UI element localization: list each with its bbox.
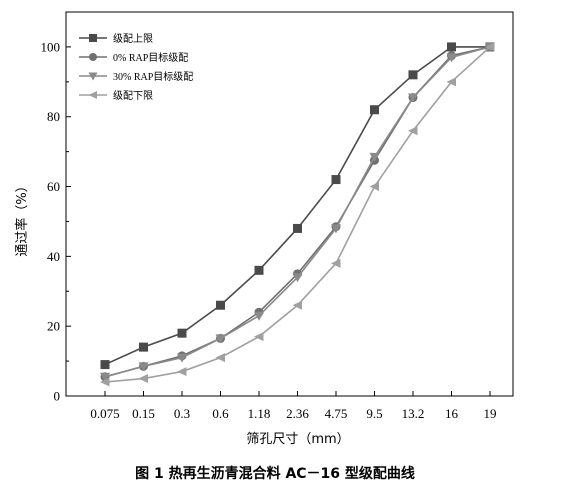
data-point bbox=[138, 374, 148, 384]
series-0 bbox=[100, 42, 495, 370]
x-tick-label: 19 bbox=[484, 406, 497, 421]
x-tick-label: 0.15 bbox=[132, 406, 155, 421]
legend-marker bbox=[88, 72, 98, 81]
x-tick-label: 4.75 bbox=[325, 406, 348, 421]
legend-marker bbox=[89, 34, 97, 42]
legend-label: 级配上限 bbox=[113, 33, 153, 45]
series-line bbox=[104, 46, 491, 378]
legend-label: 级配下限 bbox=[113, 90, 153, 102]
data-point bbox=[177, 353, 187, 363]
series-1 bbox=[100, 42, 495, 382]
x-tick-label: 0.075 bbox=[90, 406, 119, 421]
y-tick-label: 0 bbox=[54, 389, 61, 404]
y-tick-label: 20 bbox=[47, 319, 60, 334]
data-point bbox=[408, 70, 418, 80]
data-point bbox=[177, 367, 187, 377]
series-line bbox=[104, 46, 491, 378]
y-tick-label: 80 bbox=[47, 109, 60, 124]
plot-frame bbox=[65, 11, 514, 397]
data-point bbox=[139, 342, 148, 352]
data-point bbox=[370, 105, 379, 115]
data-point bbox=[292, 273, 303, 283]
data-point bbox=[215, 353, 225, 363]
data-point bbox=[177, 328, 187, 338]
series-layer bbox=[100, 42, 495, 387]
legend-marker bbox=[89, 53, 97, 61]
data-point bbox=[292, 300, 302, 310]
data-point bbox=[369, 152, 380, 162]
data-point bbox=[100, 377, 110, 387]
data-point bbox=[254, 265, 264, 275]
data-point bbox=[100, 360, 110, 370]
x-tick-label: 9.5 bbox=[366, 406, 382, 421]
x-tick-label: 0.6 bbox=[212, 406, 229, 421]
data-point bbox=[293, 223, 302, 233]
y-axis: 0 20 40 60 80 100 bbox=[41, 39, 71, 404]
y-axis-title: 通过率（%） bbox=[14, 179, 30, 256]
data-point bbox=[100, 372, 110, 382]
x-tick-label: 16 bbox=[445, 406, 459, 421]
series-line bbox=[104, 46, 490, 366]
x-tick-label: 2.36 bbox=[286, 406, 309, 421]
data-point bbox=[254, 311, 264, 321]
x-axis: 0.075 0.15 0.3 0.6 1.18 2.36 4.75 9.5 13.2 16 19 bbox=[90, 391, 497, 421]
data-point bbox=[254, 332, 264, 342]
data-point bbox=[331, 175, 341, 185]
figure-caption: 图 1 热再生沥青混合料 AC－16 型级配曲线 bbox=[135, 465, 415, 482]
y-tick-label: 100 bbox=[41, 39, 61, 54]
x-tick-label: 1.18 bbox=[248, 406, 271, 421]
y-tick-label: 60 bbox=[47, 179, 60, 194]
x-axis-title: 筛孔尺寸（mm） bbox=[246, 432, 349, 447]
data-point bbox=[446, 77, 456, 87]
series-2 bbox=[100, 42, 495, 382]
y-tick-label: 40 bbox=[47, 249, 60, 264]
x-tick-label: 13.2 bbox=[402, 406, 425, 421]
data-point bbox=[138, 362, 149, 372]
legend-label: 30% RAP目标级配 bbox=[113, 71, 193, 83]
data-point bbox=[485, 42, 495, 52]
data-point bbox=[215, 334, 226, 344]
legend-marker bbox=[88, 91, 97, 99]
data-point bbox=[331, 224, 341, 234]
data-point bbox=[408, 126, 418, 136]
data-point bbox=[446, 53, 457, 63]
data-point bbox=[447, 42, 456, 52]
series-line bbox=[104, 46, 491, 383]
legend-label: 0% RAP目标级配 bbox=[113, 52, 188, 64]
data-point bbox=[408, 93, 418, 103]
data-point bbox=[331, 258, 341, 268]
data-point bbox=[369, 182, 379, 192]
series-3 bbox=[100, 42, 495, 387]
x-tick-label: 0.3 bbox=[174, 406, 190, 421]
data-point bbox=[216, 300, 225, 310]
